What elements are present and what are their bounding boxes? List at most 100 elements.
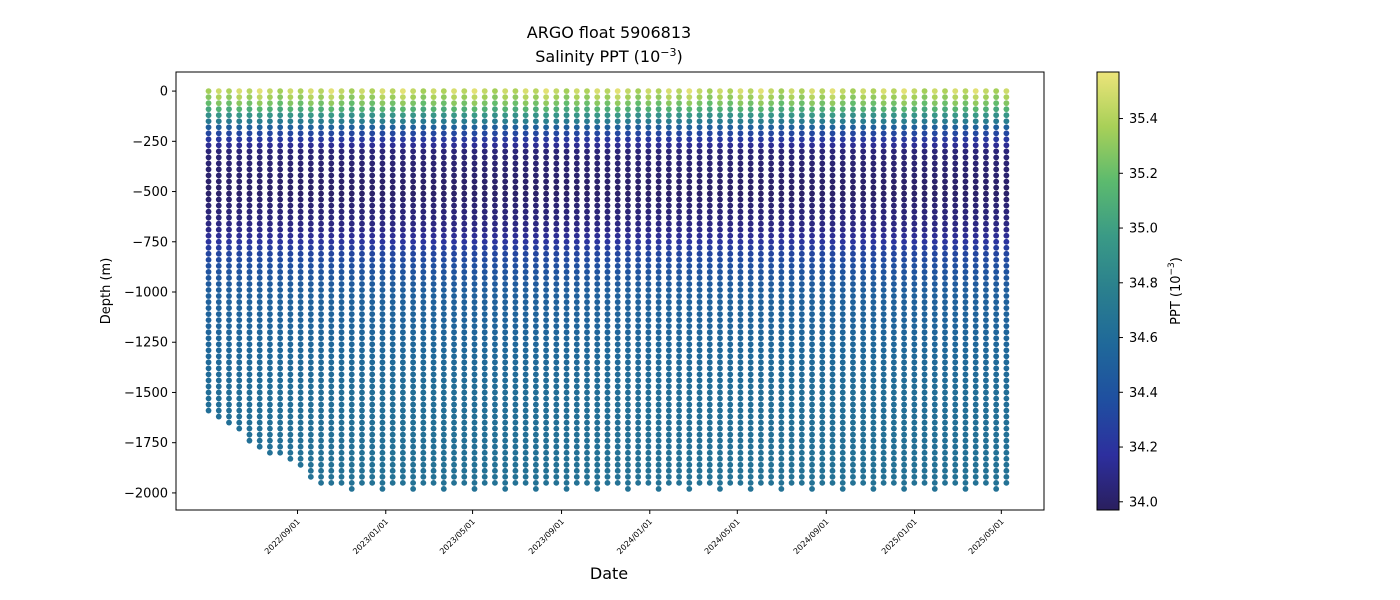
data-point [522, 341, 529, 348]
data-point [492, 112, 498, 119]
data-point [931, 142, 938, 149]
data-point [481, 389, 488, 396]
profile [267, 88, 273, 456]
data-point [451, 148, 457, 155]
data-point [798, 88, 805, 94]
data-point [665, 220, 672, 227]
data-point [850, 88, 856, 94]
data-point [901, 166, 907, 173]
data-point [389, 359, 396, 366]
data-point [379, 305, 386, 311]
data-point [809, 136, 815, 143]
data-point [962, 341, 969, 348]
data-point [338, 256, 345, 263]
data-point [655, 275, 662, 281]
profile [205, 88, 212, 414]
data-point [655, 184, 662, 191]
data-point [287, 160, 294, 167]
data-point [942, 238, 948, 245]
data-point [778, 347, 785, 354]
data-point [451, 196, 457, 203]
data-point [307, 299, 314, 305]
data-point [931, 232, 938, 239]
data-point [911, 461, 918, 468]
profile [379, 88, 386, 492]
data-point [819, 437, 826, 444]
data-point [226, 106, 232, 113]
data-point [829, 208, 836, 215]
data-point [256, 148, 263, 155]
data-point [440, 377, 447, 384]
data-point [338, 305, 345, 311]
data-point [952, 118, 959, 125]
data-point [962, 365, 969, 372]
data-point [481, 269, 488, 275]
data-point [430, 389, 437, 396]
data-point [512, 389, 519, 396]
data-point [502, 437, 509, 444]
data-point [717, 106, 723, 113]
data-point [379, 365, 386, 372]
data-point [256, 437, 263, 444]
data-point [614, 359, 621, 366]
data-point [420, 377, 427, 384]
data-point [256, 178, 263, 185]
data-point [215, 136, 222, 143]
data-point [256, 365, 263, 372]
data-point [297, 275, 304, 281]
data-point [267, 178, 273, 185]
data-point [359, 172, 365, 179]
data-point [338, 455, 345, 462]
data-point [717, 154, 723, 161]
data-point [911, 293, 918, 299]
data-point [553, 425, 560, 432]
data-point [737, 256, 744, 263]
data-point [205, 275, 212, 281]
data-point [798, 238, 805, 245]
data-point [379, 208, 386, 215]
data-point [287, 124, 294, 131]
data-point [267, 311, 273, 318]
data-point [706, 449, 713, 456]
data-point [461, 94, 468, 101]
data-point [686, 431, 693, 438]
data-point [645, 401, 652, 408]
data-point [676, 226, 682, 233]
data-point [676, 365, 682, 372]
data-point [348, 160, 355, 167]
data-point [328, 443, 335, 450]
data-point [594, 88, 601, 94]
data-point [880, 443, 887, 450]
data-point [226, 281, 232, 287]
data-point [410, 335, 417, 342]
data-point [226, 124, 232, 131]
data-point [686, 226, 693, 233]
data-point [809, 214, 815, 221]
data-point [267, 208, 273, 215]
data-point [410, 244, 417, 251]
data-point [901, 124, 907, 131]
data-point [860, 256, 867, 263]
data-point [747, 467, 754, 474]
data-point [665, 250, 672, 257]
data-point [778, 281, 785, 287]
data-point [553, 112, 560, 119]
data-point [942, 166, 948, 173]
data-point [502, 275, 509, 281]
data-point [246, 359, 253, 366]
data-point [502, 190, 509, 197]
data-point [277, 106, 284, 113]
data-point [481, 196, 488, 203]
data-point [451, 202, 457, 209]
data-point [481, 148, 488, 155]
data-point [267, 172, 273, 179]
data-point [635, 112, 642, 119]
data-point [563, 112, 570, 119]
data-point [543, 250, 549, 257]
data-point [665, 425, 672, 432]
data-point [563, 148, 570, 155]
data-point [625, 130, 631, 137]
data-point [328, 299, 335, 305]
data-point [676, 94, 682, 101]
data-point [256, 196, 263, 203]
